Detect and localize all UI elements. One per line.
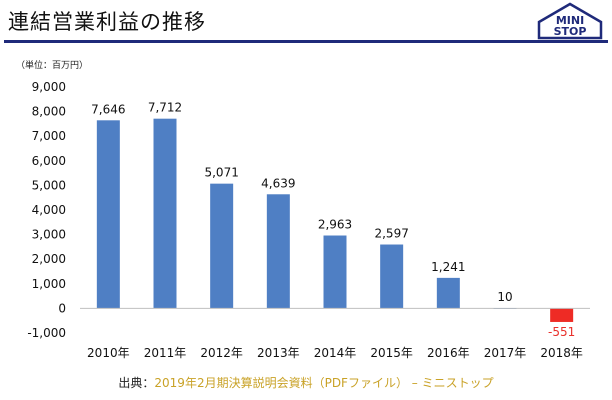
y-tick-label: 5,000 bbox=[32, 178, 66, 192]
data-label: 7,712 bbox=[148, 101, 182, 115]
y-tick-label: 2,000 bbox=[32, 252, 66, 266]
logo-line1: MINI bbox=[556, 14, 584, 27]
data-label: 5,071 bbox=[204, 166, 238, 180]
data-label: 7,646 bbox=[91, 102, 125, 116]
title-divider bbox=[4, 40, 608, 43]
y-tick-label: -1,000 bbox=[27, 326, 66, 340]
x-tick-label: 2014年 bbox=[314, 346, 357, 360]
bar bbox=[210, 183, 234, 309]
y-tick-label: 3,000 bbox=[32, 228, 66, 242]
y-tick-label: 1,000 bbox=[32, 277, 66, 291]
x-tick-label: 2018年 bbox=[540, 346, 583, 360]
data-label: 2,597 bbox=[374, 227, 408, 241]
logo-line2: STOP bbox=[554, 25, 587, 38]
bar bbox=[436, 277, 460, 309]
x-tick-label: 2017年 bbox=[484, 346, 527, 360]
y-tick-label: 7,000 bbox=[32, 129, 66, 143]
source-note: 出典：2019年2月期決算説明会資料（PDFファイル） – ミニストップ bbox=[0, 374, 612, 391]
x-tick-label: 2012年 bbox=[200, 346, 243, 360]
y-tick-label: 8,000 bbox=[32, 105, 66, 119]
y-tick-label: 6,000 bbox=[32, 154, 66, 168]
data-label: 10 bbox=[497, 290, 512, 304]
unit-label: （単位：百万円） bbox=[16, 61, 89, 71]
data-label: 4,639 bbox=[261, 176, 295, 190]
bar bbox=[323, 235, 347, 309]
source-link[interactable]: 2019年2月期決算説明会資料（PDFファイル） – ミニストップ bbox=[154, 376, 494, 390]
x-tick-label: 2016年 bbox=[427, 346, 470, 360]
bar bbox=[153, 118, 177, 309]
bar bbox=[96, 120, 120, 309]
source-prefix: 出典： bbox=[118, 376, 155, 390]
ministop-logo-icon: MINI STOP bbox=[537, 2, 603, 40]
data-label: -551 bbox=[548, 325, 575, 339]
y-tick-label: 0 bbox=[58, 301, 66, 315]
data-label: 1,241 bbox=[431, 260, 465, 274]
chart-title: 連結営業利益の推移 bbox=[8, 10, 206, 34]
y-tick-label: 9,000 bbox=[32, 80, 66, 94]
bar bbox=[550, 308, 574, 322]
x-tick-label: 2010年 bbox=[87, 346, 130, 360]
data-label: 2,963 bbox=[318, 218, 352, 232]
x-tick-label: 2013年 bbox=[257, 346, 300, 360]
x-tick-label: 2011年 bbox=[144, 346, 187, 360]
bar bbox=[380, 244, 404, 309]
x-tick-label: 2015年 bbox=[370, 346, 413, 360]
y-tick-label: 4,000 bbox=[32, 203, 66, 217]
bar bbox=[266, 194, 290, 309]
